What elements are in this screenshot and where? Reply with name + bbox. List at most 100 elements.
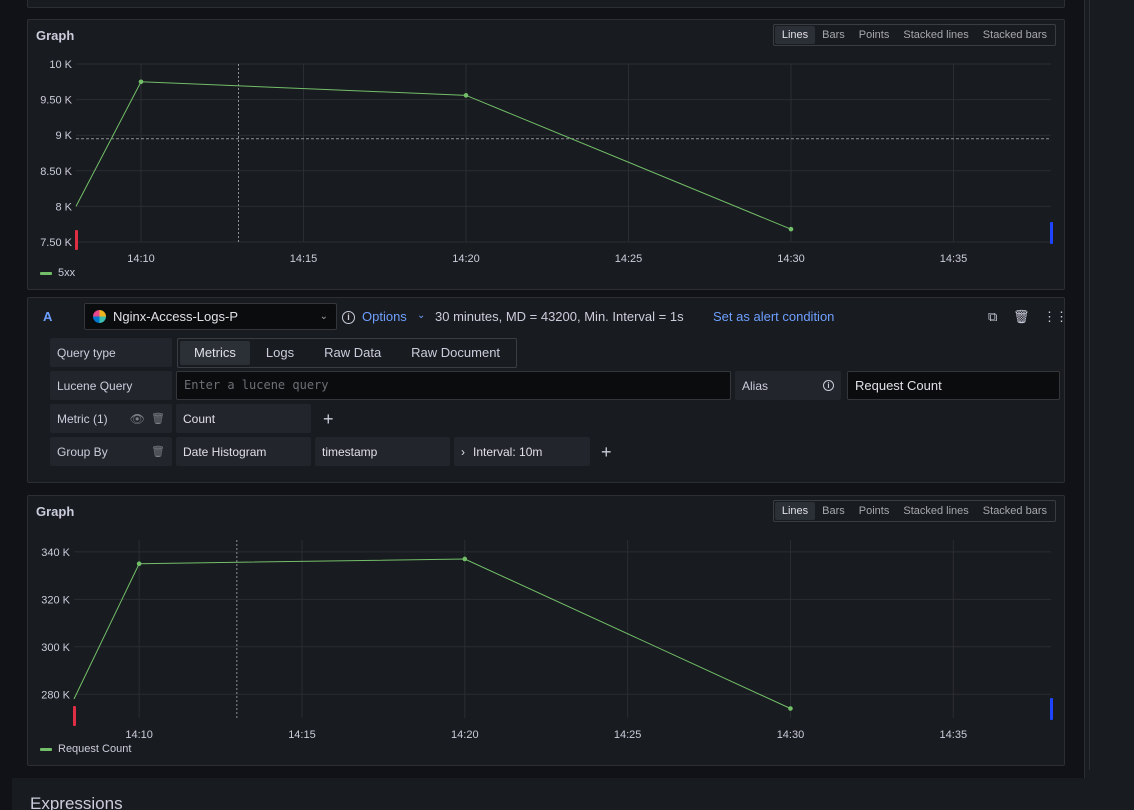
chart-5xx[interactable]: 7.50 K 8 K 8.50 K 9 K 9.50 K 10 K 14:10 14:15 14… <box>28 20 1066 291</box>
data-point <box>138 79 144 85</box>
expressions-section: Expressions <box>12 778 1134 810</box>
data-point <box>462 556 468 562</box>
options-toggle[interactable]: Options <box>362 309 407 324</box>
data-point <box>463 93 469 98</box>
x-tick-label: 14:35 <box>940 729 968 741</box>
panel-title: Graph <box>36 28 75 43</box>
legend-item[interactable]: Request Count <box>40 743 131 755</box>
mode-stacked-bars[interactable]: Stacked bars <box>982 505 1047 517</box>
y-tick-label: 10 K <box>49 59 72 71</box>
chevron-down-icon[interactable]: ⌄ <box>417 310 426 321</box>
series-line <box>73 558 791 709</box>
interval-label: Interval: 10m <box>473 444 543 459</box>
x-tick-label: 14:30 <box>777 729 805 741</box>
panel-title: Graph <box>36 504 75 519</box>
mode-points[interactable]: Points <box>858 29 890 41</box>
query-options-summary: 30 minutes, MD = 43200, Min. Interval = … <box>435 309 684 324</box>
graph-mode-switch: Lines Bars Points Stacked lines Stacked … <box>772 500 1056 522</box>
tab-metrics[interactable]: Metrics <box>180 341 250 365</box>
range-end-handle <box>1050 698 1053 720</box>
set-alert-condition-link[interactable]: Set as alert condition <box>713 309 835 324</box>
x-tick-label: 14:10 <box>127 253 155 265</box>
group-by-type-select[interactable]: Date Histogram <box>176 437 311 466</box>
series-line <box>75 81 792 230</box>
x-tick-label: 14:20 <box>451 729 479 741</box>
datasource-picker[interactable]: Nginx-Access-Logs-P ⌄ <box>84 303 337 330</box>
chevron-right-icon: › <box>461 444 465 459</box>
trash-icon[interactable]: 🗑 <box>151 446 165 458</box>
y-tick-label: 320 K <box>41 594 70 606</box>
tab-raw-document[interactable]: Raw Document <box>411 345 501 360</box>
data-point <box>136 561 142 567</box>
y-tick-label: 340 K <box>41 547 70 559</box>
duplicate-icon[interactable]: ⧉ <box>988 309 998 324</box>
y-tick-label: 300 K <box>41 642 70 654</box>
y-tick-label: 7.50 K <box>40 237 72 249</box>
graph-panel-5xx: Graph Lines Bars Points Stacked lines St… <box>27 19 1065 290</box>
chart-request-count[interactable]: 280 K 300 K 320 K 340 K 14:10 14:15 14:20 14:25… <box>28 496 1066 767</box>
lucene-query-label: Lucene Query <box>50 371 172 400</box>
x-tick-label: 14:20 <box>452 253 480 265</box>
add-group-by-icon[interactable]: + <box>601 442 612 462</box>
y-tick-label: 8 K <box>55 201 72 213</box>
mode-lines[interactable]: Lines <box>774 26 816 44</box>
metric-type-select[interactable]: Count <box>176 404 311 433</box>
x-tick-label: 14:10 <box>125 729 153 741</box>
lucene-query-input[interactable]: Enter a lucene query <box>176 371 731 400</box>
query-letter[interactable]: A <box>43 309 53 324</box>
x-tick-label: 14:30 <box>777 253 805 265</box>
eye-icon[interactable]: 👁 <box>129 411 146 426</box>
range-end-handle <box>1050 222 1053 244</box>
legend-item[interactable]: 5xx <box>40 267 75 279</box>
alias-label: Alias i <box>735 371 841 400</box>
legend-swatch <box>40 271 52 275</box>
graph-panel-request-count: Graph Lines Bars Points Stacked lines St… <box>27 495 1065 766</box>
tab-raw-data[interactable]: Raw Data <box>324 345 382 360</box>
y-tick-label: 9.50 K <box>40 95 72 107</box>
x-tick-label: 14:25 <box>614 729 642 741</box>
legend-label: Request Count <box>58 743 132 755</box>
x-tick-label: 14:25 <box>615 253 643 265</box>
range-start-handle <box>75 230 78 250</box>
mode-points[interactable]: Points <box>858 505 890 517</box>
group-by-field-select[interactable]: timestamp <box>315 437 450 466</box>
trash-icon[interactable]: 🗑 <box>1013 309 1030 324</box>
query-header: A Nginx-Access-Logs-P ⌄ i Options ⌄ 30 m… <box>28 298 1068 334</box>
info-icon[interactable]: i <box>342 311 355 324</box>
right-scroll-area <box>1084 0 1134 810</box>
trash-icon[interactable]: 🗑 <box>151 413 165 425</box>
mode-stacked-lines[interactable]: Stacked lines <box>903 29 969 41</box>
mode-stacked-lines[interactable]: Stacked lines <box>903 505 969 517</box>
query-editor-row-a: A Nginx-Access-Logs-P ⌄ i Options ⌄ 30 m… <box>27 297 1068 483</box>
data-point <box>788 226 794 232</box>
drag-handle-icon[interactable]: ⋮⋮ <box>1043 309 1068 324</box>
info-icon[interactable]: i <box>823 380 834 391</box>
x-tick-label: 14:15 <box>288 729 316 741</box>
graph-mode-switch: Lines Bars Points Stacked lines Stacked … <box>772 24 1056 46</box>
query-type-tabs: Metrics Logs Raw Data Raw Document <box>177 338 518 368</box>
mode-bars[interactable]: Bars <box>822 29 845 41</box>
datasource-name: Nginx-Access-Logs-P <box>113 309 238 324</box>
metric-label[interactable]: Metric (1) 👁 🗑 <box>50 404 172 433</box>
metric-label-text: Metric (1) <box>57 411 108 426</box>
alias-input[interactable]: Request Count <box>847 371 1060 400</box>
data-point <box>788 706 793 711</box>
interval-settings-toggle[interactable]: › Interval: 10m <box>454 437 590 466</box>
add-metric-icon[interactable]: + <box>323 409 334 429</box>
group-by-label: Group By 🗑 <box>50 437 172 466</box>
legend-label: 5xx <box>58 267 76 279</box>
alias-label-text: Alias <box>742 378 769 393</box>
mode-bars[interactable]: Bars <box>822 505 845 517</box>
query-type-label: Query type <box>50 338 172 367</box>
range-start-handle <box>73 706 76 726</box>
x-tick-label: 14:35 <box>940 253 968 265</box>
chevron-down-icon: ⌄ <box>319 311 328 322</box>
expressions-title: Expressions <box>30 794 123 810</box>
y-tick-label: 280 K <box>41 689 70 701</box>
x-tick-label: 14:15 <box>290 253 318 265</box>
mode-lines[interactable]: Lines <box>774 502 816 520</box>
y-tick-label: 8.50 K <box>40 166 72 178</box>
elasticsearch-logo-icon <box>93 310 106 323</box>
mode-stacked-bars[interactable]: Stacked bars <box>982 29 1047 41</box>
tab-logs[interactable]: Logs <box>265 345 295 360</box>
